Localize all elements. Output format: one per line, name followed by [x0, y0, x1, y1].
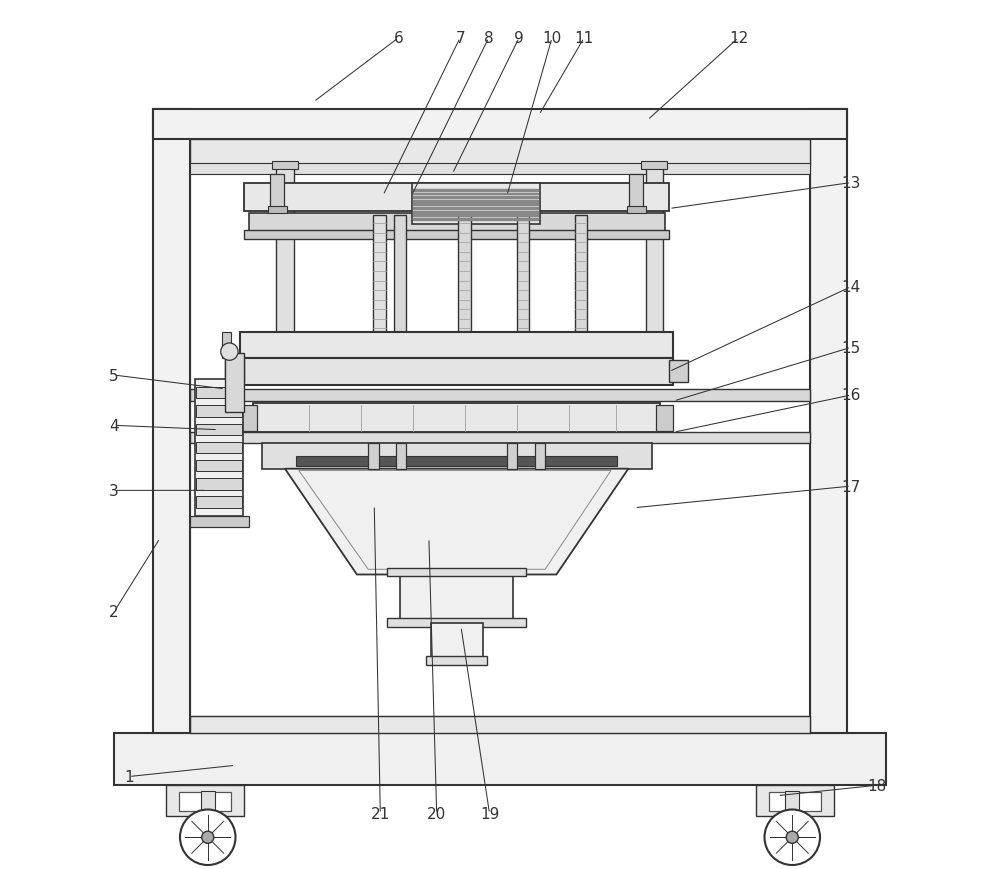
Bar	[458, 216, 471, 332]
Polygon shape	[285, 469, 628, 574]
Bar	[190, 517, 249, 527]
Bar	[373, 216, 386, 332]
Text: 9: 9	[514, 31, 524, 46]
Bar	[656, 405, 673, 431]
Text: 1: 1	[124, 769, 134, 784]
Bar	[225, 354, 244, 413]
Bar	[507, 443, 517, 469]
Bar	[426, 656, 487, 665]
Text: 3: 3	[109, 483, 119, 498]
Bar	[669, 361, 688, 382]
Bar	[190, 389, 810, 401]
Bar	[431, 623, 483, 660]
Circle shape	[765, 810, 820, 865]
Text: 15: 15	[842, 341, 861, 355]
Bar	[368, 443, 379, 469]
Bar	[196, 497, 242, 508]
Bar	[400, 573, 513, 623]
Bar	[153, 109, 847, 140]
Bar	[240, 405, 257, 431]
Text: 6: 6	[394, 31, 403, 46]
Bar	[641, 162, 667, 170]
Bar	[190, 140, 810, 166]
Text: 20: 20	[427, 806, 446, 821]
Bar	[272, 162, 298, 170]
Bar	[268, 207, 287, 214]
Text: 10: 10	[542, 31, 562, 46]
Text: 14: 14	[842, 280, 861, 295]
Bar	[196, 461, 242, 472]
Text: 17: 17	[842, 479, 861, 494]
Text: 8: 8	[484, 31, 494, 46]
Bar	[253, 403, 660, 433]
Text: 13: 13	[842, 176, 861, 191]
Bar	[153, 109, 190, 733]
Text: 11: 11	[574, 31, 594, 46]
Text: 16: 16	[842, 388, 861, 403]
Text: 4: 4	[109, 418, 119, 434]
Bar	[396, 443, 406, 469]
Bar	[517, 216, 529, 332]
Bar	[201, 792, 215, 813]
Text: 21: 21	[371, 806, 390, 821]
Circle shape	[202, 832, 214, 843]
Bar	[387, 618, 526, 627]
Bar	[166, 786, 244, 816]
Bar	[114, 733, 886, 786]
Bar	[769, 793, 821, 812]
Circle shape	[221, 343, 238, 361]
Text: 12: 12	[729, 31, 748, 46]
Bar	[196, 424, 242, 435]
Text: 18: 18	[868, 778, 887, 793]
Circle shape	[180, 810, 235, 865]
Bar	[240, 332, 673, 358]
Bar	[196, 406, 242, 417]
Bar	[394, 216, 406, 332]
Bar	[262, 443, 652, 469]
Bar	[629, 175, 643, 209]
Bar	[190, 716, 810, 733]
Bar	[535, 443, 545, 469]
Bar	[270, 175, 284, 209]
Bar	[196, 479, 242, 490]
Bar	[195, 380, 243, 517]
Bar	[196, 388, 242, 399]
Bar	[276, 166, 294, 332]
Bar	[179, 793, 231, 812]
Text: 5: 5	[109, 368, 119, 383]
Bar	[190, 164, 810, 175]
Circle shape	[786, 832, 798, 843]
Text: 7: 7	[455, 31, 465, 46]
Bar	[190, 433, 810, 443]
Bar	[785, 792, 799, 813]
Text: 19: 19	[480, 806, 499, 821]
Bar	[810, 109, 847, 733]
Bar	[249, 214, 665, 233]
Bar	[412, 183, 540, 225]
Bar	[240, 358, 673, 386]
Bar	[244, 184, 669, 212]
Bar	[222, 332, 231, 358]
Bar	[756, 786, 834, 816]
Bar	[225, 361, 244, 382]
Bar	[646, 166, 663, 332]
Text: 2: 2	[109, 605, 119, 620]
Bar	[627, 207, 646, 214]
Bar	[387, 568, 526, 576]
Bar	[244, 231, 669, 240]
Bar	[575, 216, 587, 332]
Bar	[196, 442, 242, 454]
Bar	[296, 456, 617, 467]
